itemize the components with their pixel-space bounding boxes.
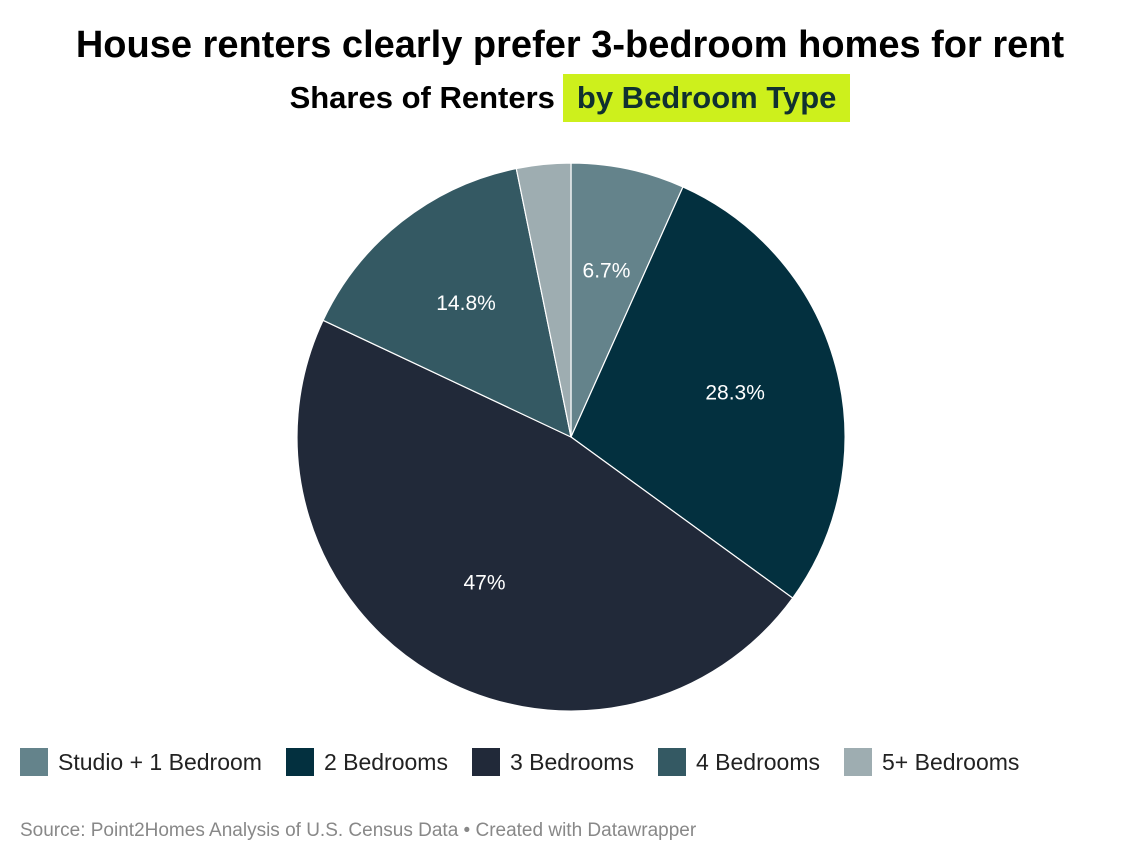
subtitle-highlight: by Bedroom Type	[562, 74, 851, 122]
pie-slice-2	[570, 186, 846, 599]
legend-label: 5+ Bedrooms	[881, 748, 1020, 775]
legend-label: Studio + 1 Bedroom	[58, 748, 262, 775]
legend-label: 3 Bedrooms	[509, 748, 634, 775]
legend-item-4: 4 Bedrooms	[657, 748, 820, 776]
pie-chart: 6.7% 28.3% 47% 14.8%	[296, 162, 846, 712]
legend-item-1: Studio + 1 Bedroom	[20, 748, 262, 776]
pie-slice-3	[296, 319, 794, 712]
legend-swatch	[843, 748, 872, 776]
pie-slice-4	[322, 167, 572, 439]
subtitle-text: Shares of Renters	[289, 80, 555, 115]
legend-swatch	[657, 748, 686, 776]
slice-label-2: 28.3%	[705, 382, 765, 405]
slice-label-1: 6.7%	[583, 259, 631, 282]
pie-labels: 6.7% 28.3% 47% 14.8%	[436, 259, 765, 594]
slice-label-3: 47%	[464, 572, 506, 595]
legend-label: 2 Bedrooms	[323, 748, 448, 775]
chart-legend: Studio + 1 Bedroom 2 Bedrooms 3 Bedrooms 4 …	[20, 748, 1120, 776]
chart-title: House renters clearly prefer 3-bedroom h…	[75, 24, 1065, 66]
legend-swatch	[285, 748, 314, 776]
source-note: Source: Point2Homes Analysis of U.S. Cen…	[20, 820, 697, 841]
legend-item-5: 5+ Bedrooms	[843, 748, 1020, 776]
slice-label-4: 14.8%	[436, 292, 496, 315]
chart-subtitle: Shares of Renters by Bedroom Type	[0, 74, 1140, 122]
legend-item-3: 3 Bedrooms	[471, 748, 634, 776]
legend-label: 4 Bedrooms	[695, 748, 820, 775]
legend-swatch	[20, 748, 48, 776]
legend-item-2: 2 Bedrooms	[285, 748, 448, 776]
pie-slice-1	[570, 162, 684, 438]
pie-slice-5	[515, 162, 572, 438]
legend-swatch	[471, 748, 500, 776]
pie-slices	[296, 162, 846, 712]
